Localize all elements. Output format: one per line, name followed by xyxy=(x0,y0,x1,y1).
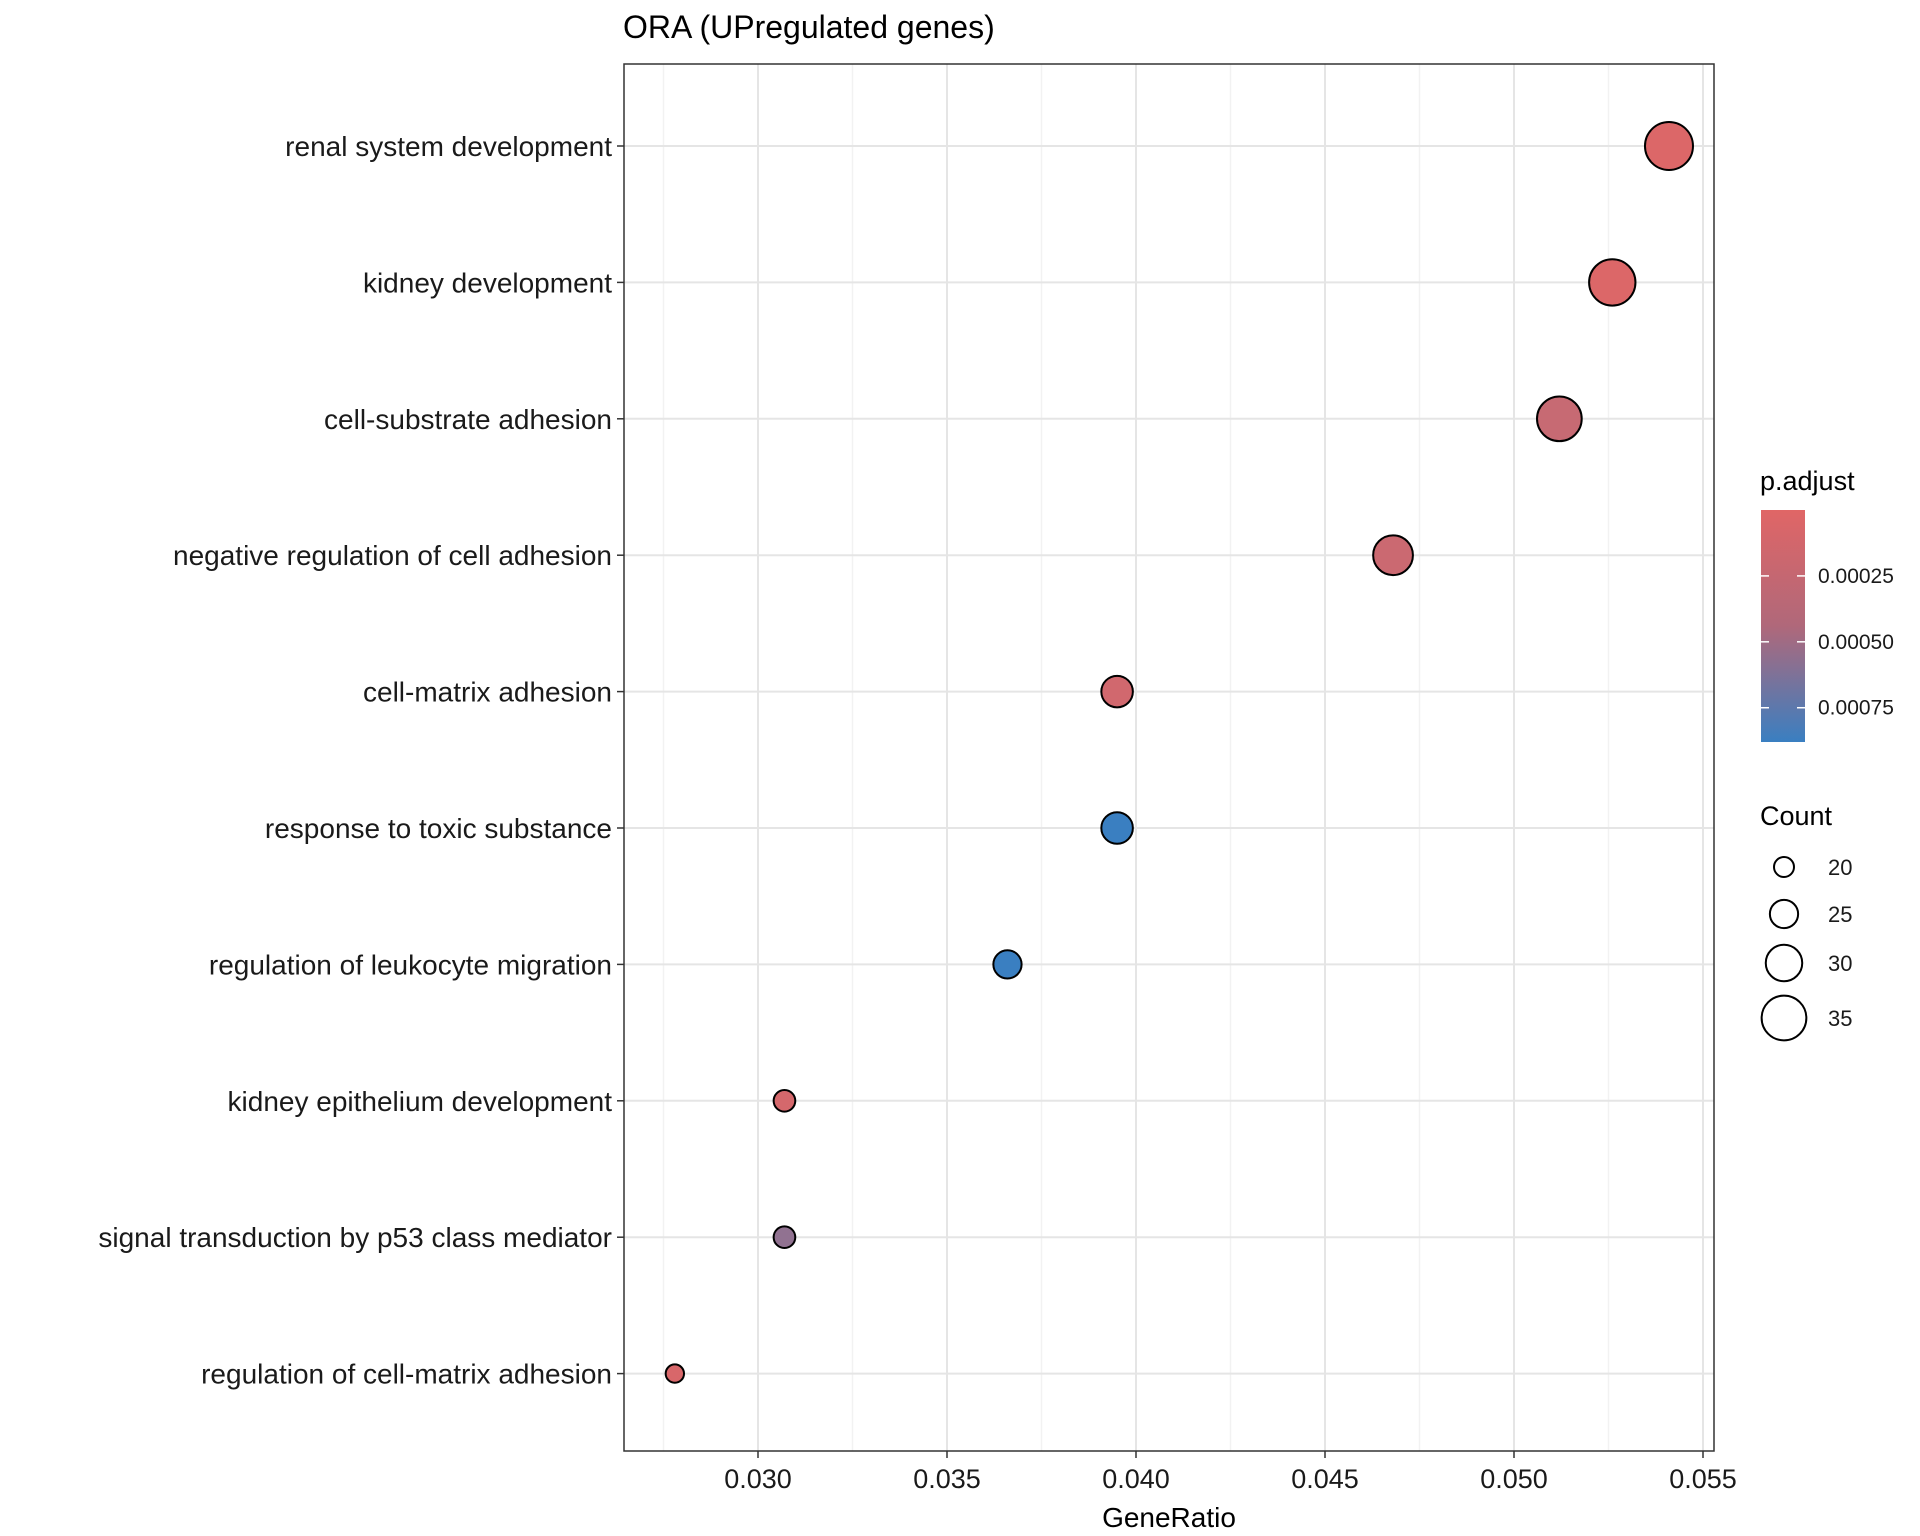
plot-panel xyxy=(624,64,1714,1451)
size-legend-circle xyxy=(1760,994,1808,1042)
color-legend-ticks: 0.00025 0.00050 0.00075 xyxy=(1761,565,1894,720)
size-legend-label: 25 xyxy=(1828,902,1852,927)
size-legend-circle xyxy=(1764,943,1804,983)
size-legend-label: 20 xyxy=(1828,855,1852,880)
x-tick-label: 0.035 xyxy=(913,1464,981,1494)
color-legend-tick-label: 0.00075 xyxy=(1818,697,1894,720)
x-tick-label: 0.050 xyxy=(1480,1464,1548,1494)
color-legend-tick-label: 0.00025 xyxy=(1818,565,1894,588)
data-point xyxy=(772,1088,797,1113)
color-legend-tick-label: 0.00050 xyxy=(1818,631,1894,654)
size-legend-items: 20 25 30 35 xyxy=(1760,855,1852,1042)
size-legend-circle xyxy=(1773,856,1795,878)
size-legend-label: 35 xyxy=(1828,1006,1852,1031)
data-point xyxy=(772,1225,797,1250)
y-tick-label: signal transduction by p53 class mediato… xyxy=(98,1222,612,1253)
x-axis: 0.030 0.035 0.040 0.045 0.050 0.055 xyxy=(724,1451,1737,1494)
color-legend: p.adjust 0.00025 0.00050 0.00075 xyxy=(1760,466,1894,742)
data-point xyxy=(1643,121,1694,171)
size-legend-label: 30 xyxy=(1828,951,1852,976)
data-points xyxy=(664,121,1694,1384)
x-tick-label: 0.030 xyxy=(724,1464,792,1494)
x-axis-title: GeneRatio xyxy=(1102,1502,1236,1533)
size-legend-title: Count xyxy=(1760,801,1833,831)
y-tick-label: kidney epithelium development xyxy=(228,1086,613,1117)
y-tick-label: regulation of cell-matrix adhesion xyxy=(201,1359,612,1390)
data-point xyxy=(992,949,1023,980)
color-legend-bar xyxy=(1761,510,1805,742)
size-legend: Count 20 25 30 35 xyxy=(1760,801,1852,1042)
y-tick-label: cell-substrate adhesion xyxy=(324,404,612,435)
chart-title: ORA (UPregulated genes) xyxy=(623,9,995,45)
size-legend-circle xyxy=(1768,898,1800,930)
data-point xyxy=(1588,258,1637,307)
y-tick-label: negative regulation of cell adhesion xyxy=(173,540,612,571)
y-tick-label: renal system development xyxy=(285,131,612,162)
color-legend-title: p.adjust xyxy=(1760,466,1855,496)
x-tick-label: 0.040 xyxy=(1102,1464,1170,1494)
data-point xyxy=(1100,811,1134,845)
minor-grid-lines xyxy=(662,64,1610,1451)
y-tick-label: regulation of leukocyte migration xyxy=(209,949,612,980)
y-tick-label: kidney development xyxy=(363,267,612,298)
x-tick-label: 0.055 xyxy=(1669,1464,1737,1494)
y-axis: renal system development kidney developme… xyxy=(98,131,624,1390)
major-grid-lines xyxy=(624,64,1714,1451)
data-point xyxy=(664,1363,686,1384)
data-point xyxy=(1100,674,1134,709)
y-tick-label: response to toxic substance xyxy=(265,813,612,844)
data-point xyxy=(1536,395,1583,443)
x-tick-label: 0.045 xyxy=(1291,1464,1359,1494)
y-tick-label: cell-matrix adhesion xyxy=(363,677,612,708)
plot-border xyxy=(623,63,1715,1452)
data-point xyxy=(1372,534,1414,577)
